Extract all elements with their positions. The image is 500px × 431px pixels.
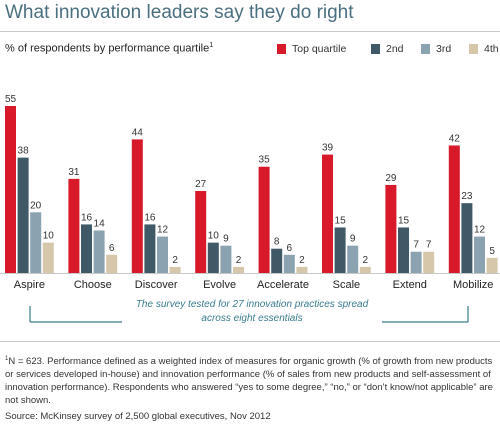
data-label: 42 <box>449 133 461 144</box>
data-label: 35 <box>259 155 271 166</box>
data-label: 39 <box>322 143 334 154</box>
bar-evolve-series-4 <box>233 266 244 273</box>
data-label: 7 <box>413 240 419 251</box>
data-label: 6 <box>109 243 115 254</box>
bar-mobilize-series-2 <box>461 203 473 273</box>
data-label: 7 <box>426 240 432 251</box>
bar-discover-series-4 <box>169 266 181 273</box>
category-label: Discover <box>135 279 178 291</box>
bar-scale-series-2 <box>334 227 346 273</box>
footnote: 1N = 623. Performance defined as a weigh… <box>5 353 497 407</box>
data-label: 29 <box>385 173 397 184</box>
data-label: 23 <box>461 191 473 202</box>
data-label: 31 <box>68 167 80 178</box>
data-label: 16 <box>81 212 93 223</box>
data-label: 2 <box>236 255 242 266</box>
bar-choose-series-4 <box>106 254 118 273</box>
data-label: 2 <box>172 255 178 266</box>
legend-swatch-2nd <box>371 44 380 54</box>
data-label: 55 <box>5 94 17 105</box>
bar-choose-series-3 <box>93 230 105 273</box>
data-label: 9 <box>350 234 356 245</box>
category-label: Evolve <box>203 279 236 291</box>
bar-accelerate-series-3 <box>283 254 295 273</box>
bar-aspire-series-4 <box>42 242 54 273</box>
data-label: 12 <box>474 225 486 236</box>
bar-extend-series-4 <box>423 251 435 273</box>
data-label: 12 <box>157 225 169 236</box>
bar-aspire-series-2 <box>17 157 29 273</box>
bar-mobilize-series-1 <box>448 145 460 273</box>
data-label: 10 <box>43 231 55 242</box>
bar-extend-series-3 <box>410 251 422 273</box>
data-label: 15 <box>335 215 347 226</box>
bar-choose-series-1 <box>68 178 80 273</box>
subtitle-footnote-marker: 1 <box>209 42 214 49</box>
legend-label-2nd: 2nd <box>386 43 404 55</box>
bar-accelerate-series-1 <box>258 166 270 273</box>
data-label: 15 <box>398 215 410 226</box>
legend-label-top-quartile: Top quartile <box>292 43 347 55</box>
legend-swatch-4th <box>469 44 478 54</box>
data-label: 8 <box>274 237 280 248</box>
bar-discover-series-2 <box>144 224 156 273</box>
chart-title: What innovation leaders say they do righ… <box>5 2 354 23</box>
legend-swatch-3rd <box>421 44 430 54</box>
data-label: 16 <box>144 212 156 223</box>
data-label: 2 <box>363 255 369 266</box>
data-label: 14 <box>94 218 106 229</box>
category-label: Mobilize <box>453 279 493 291</box>
bar-evolve-series-1 <box>195 191 207 273</box>
bar-mobilize-series-4 <box>486 257 498 273</box>
bar-discover-series-1 <box>131 139 143 273</box>
survey-note: The survey tested for 27 innovation prac… <box>135 299 369 324</box>
bar-choose-series-2 <box>81 224 92 273</box>
data-label: 5 <box>489 246 495 257</box>
data-label: 27 <box>195 179 207 190</box>
bar-scale-series-1 <box>322 154 333 273</box>
bar-accelerate-series-4 <box>296 266 308 273</box>
footnote-marker: 1 <box>5 356 9 362</box>
data-label: 9 <box>223 234 229 245</box>
subtitle-text: % of respondents by performance quartile <box>5 42 210 55</box>
data-label: 2 <box>299 255 305 266</box>
bar-extend-series-1 <box>385 184 397 273</box>
category-label: Choose <box>74 279 112 291</box>
bar-aspire-series-3 <box>30 212 42 273</box>
data-label: 10 <box>208 231 220 242</box>
data-label: 6 <box>287 243 293 254</box>
legend-label-3rd: 3rd <box>436 43 452 55</box>
category-label: Extend <box>393 279 427 291</box>
data-label: 44 <box>132 127 144 138</box>
legend-swatch-top-quartile <box>277 44 286 54</box>
title-divider <box>0 31 500 32</box>
bar-aspire-series-1 <box>5 106 16 273</box>
bar-scale-series-4 <box>359 266 371 273</box>
data-label: 38 <box>18 146 30 157</box>
category-label: Aspire <box>14 279 45 291</box>
category-label: Accelerate <box>257 279 309 291</box>
bar-scale-series-3 <box>347 245 359 273</box>
bar-evolve-series-3 <box>220 245 232 273</box>
source-line: Source: McKinsey survey of 2,500 global … <box>5 411 271 422</box>
bar-evolve-series-2 <box>207 242 219 273</box>
bar-mobilize-series-3 <box>474 236 485 273</box>
bar-discover-series-3 <box>157 236 168 273</box>
chart-subtitle: % of respondents by performance quartile… <box>5 42 213 55</box>
footnote-text: N = 623. Performance defined as a weight… <box>5 356 493 407</box>
data-label: 20 <box>30 200 42 211</box>
legend-label-4th: 4th <box>484 43 499 55</box>
bar-accelerate-series-2 <box>271 248 283 273</box>
category-label: Scale <box>333 279 361 291</box>
bar-extend-series-2 <box>398 227 409 273</box>
